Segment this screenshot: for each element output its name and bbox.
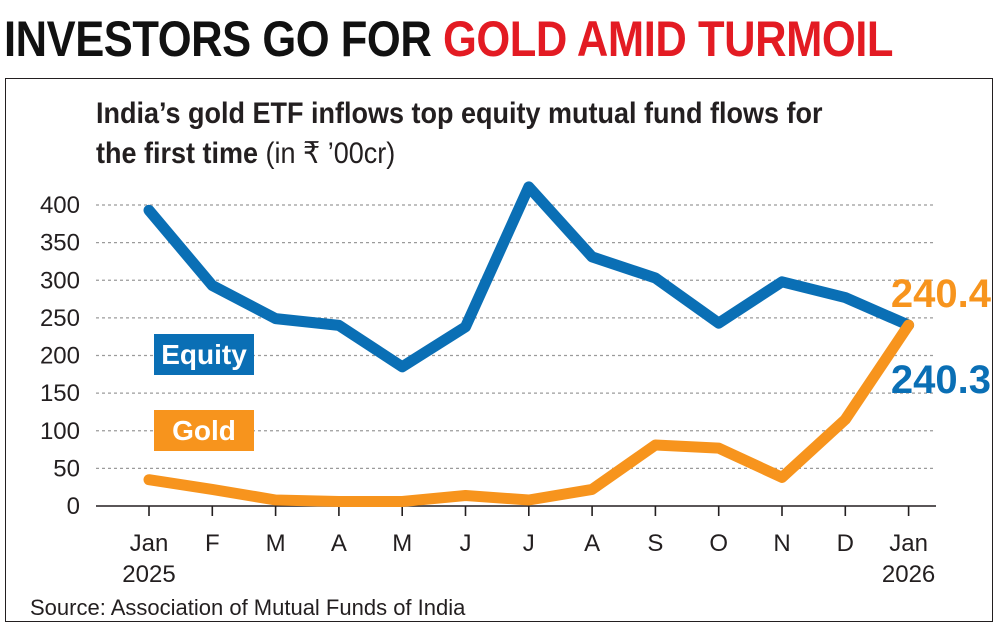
x-tick-label: S bbox=[647, 530, 663, 557]
series-line-equity bbox=[143, 181, 915, 373]
chart-title-text: India’s gold ETF inflows top equity mutu… bbox=[96, 97, 823, 170]
y-tick-label: 400 bbox=[40, 192, 80, 219]
y-tick-label: 0 bbox=[67, 493, 80, 520]
x-tick-label: 2026 bbox=[882, 561, 935, 588]
x-tick-label: O bbox=[709, 530, 728, 557]
y-tick-label: 250 bbox=[40, 305, 80, 332]
x-tick-label: Jan bbox=[889, 530, 928, 557]
series-line-gold bbox=[143, 319, 915, 507]
axes: 0 50 100 150 200 250 300 350 400 Jan 2025 F M A M J J A S O… bbox=[40, 192, 936, 588]
x-tick-label: A bbox=[584, 530, 600, 557]
series-lines bbox=[143, 181, 915, 507]
chart-unit: (in ₹ ’00cr) bbox=[265, 137, 396, 170]
end-value-gold: 240.4 bbox=[891, 272, 992, 316]
source-note: Source: Association of Mutual Funds of I… bbox=[30, 595, 466, 620]
x-tick-label: Jan bbox=[130, 530, 169, 557]
y-tick-label: 300 bbox=[40, 267, 80, 294]
x-tick-label: J bbox=[523, 530, 535, 557]
series-labels: Equity Gold 240.4 240.3 bbox=[154, 272, 992, 451]
headline: INVESTORS GO FOR GOLD AMID TURMOIL bbox=[4, 6, 893, 72]
x-tick-label: 2025 bbox=[122, 561, 175, 588]
x-tick-label: D bbox=[837, 530, 854, 557]
legend-label-equity: Equity bbox=[161, 339, 247, 370]
x-tick-label: M bbox=[392, 530, 412, 557]
y-tick-label: 350 bbox=[40, 230, 80, 257]
y-tick-label: 50 bbox=[53, 455, 80, 482]
y-tick-label: 150 bbox=[40, 380, 80, 407]
y-tick-label: 200 bbox=[40, 343, 80, 370]
headline-part-2: GOLD AMID TURMOIL bbox=[442, 11, 894, 67]
end-value-equity: 240.3 bbox=[891, 358, 991, 402]
y-tick-label: 100 bbox=[40, 418, 80, 445]
x-tick-label: N bbox=[773, 530, 790, 557]
x-tick-label: A bbox=[331, 530, 347, 557]
x-tick-label: J bbox=[460, 530, 472, 557]
legend-label-gold: Gold bbox=[172, 415, 236, 446]
legend-chip-equity bbox=[154, 334, 254, 375]
chart-title: India’s gold ETF inflows top equity mutu… bbox=[96, 94, 834, 174]
legend-chip-gold bbox=[154, 410, 254, 451]
x-tick-label: M bbox=[266, 530, 286, 557]
chart-frame bbox=[5, 78, 993, 622]
x-tick-label: F bbox=[205, 530, 220, 557]
headline-part-1: INVESTORS GO FOR bbox=[4, 11, 443, 67]
